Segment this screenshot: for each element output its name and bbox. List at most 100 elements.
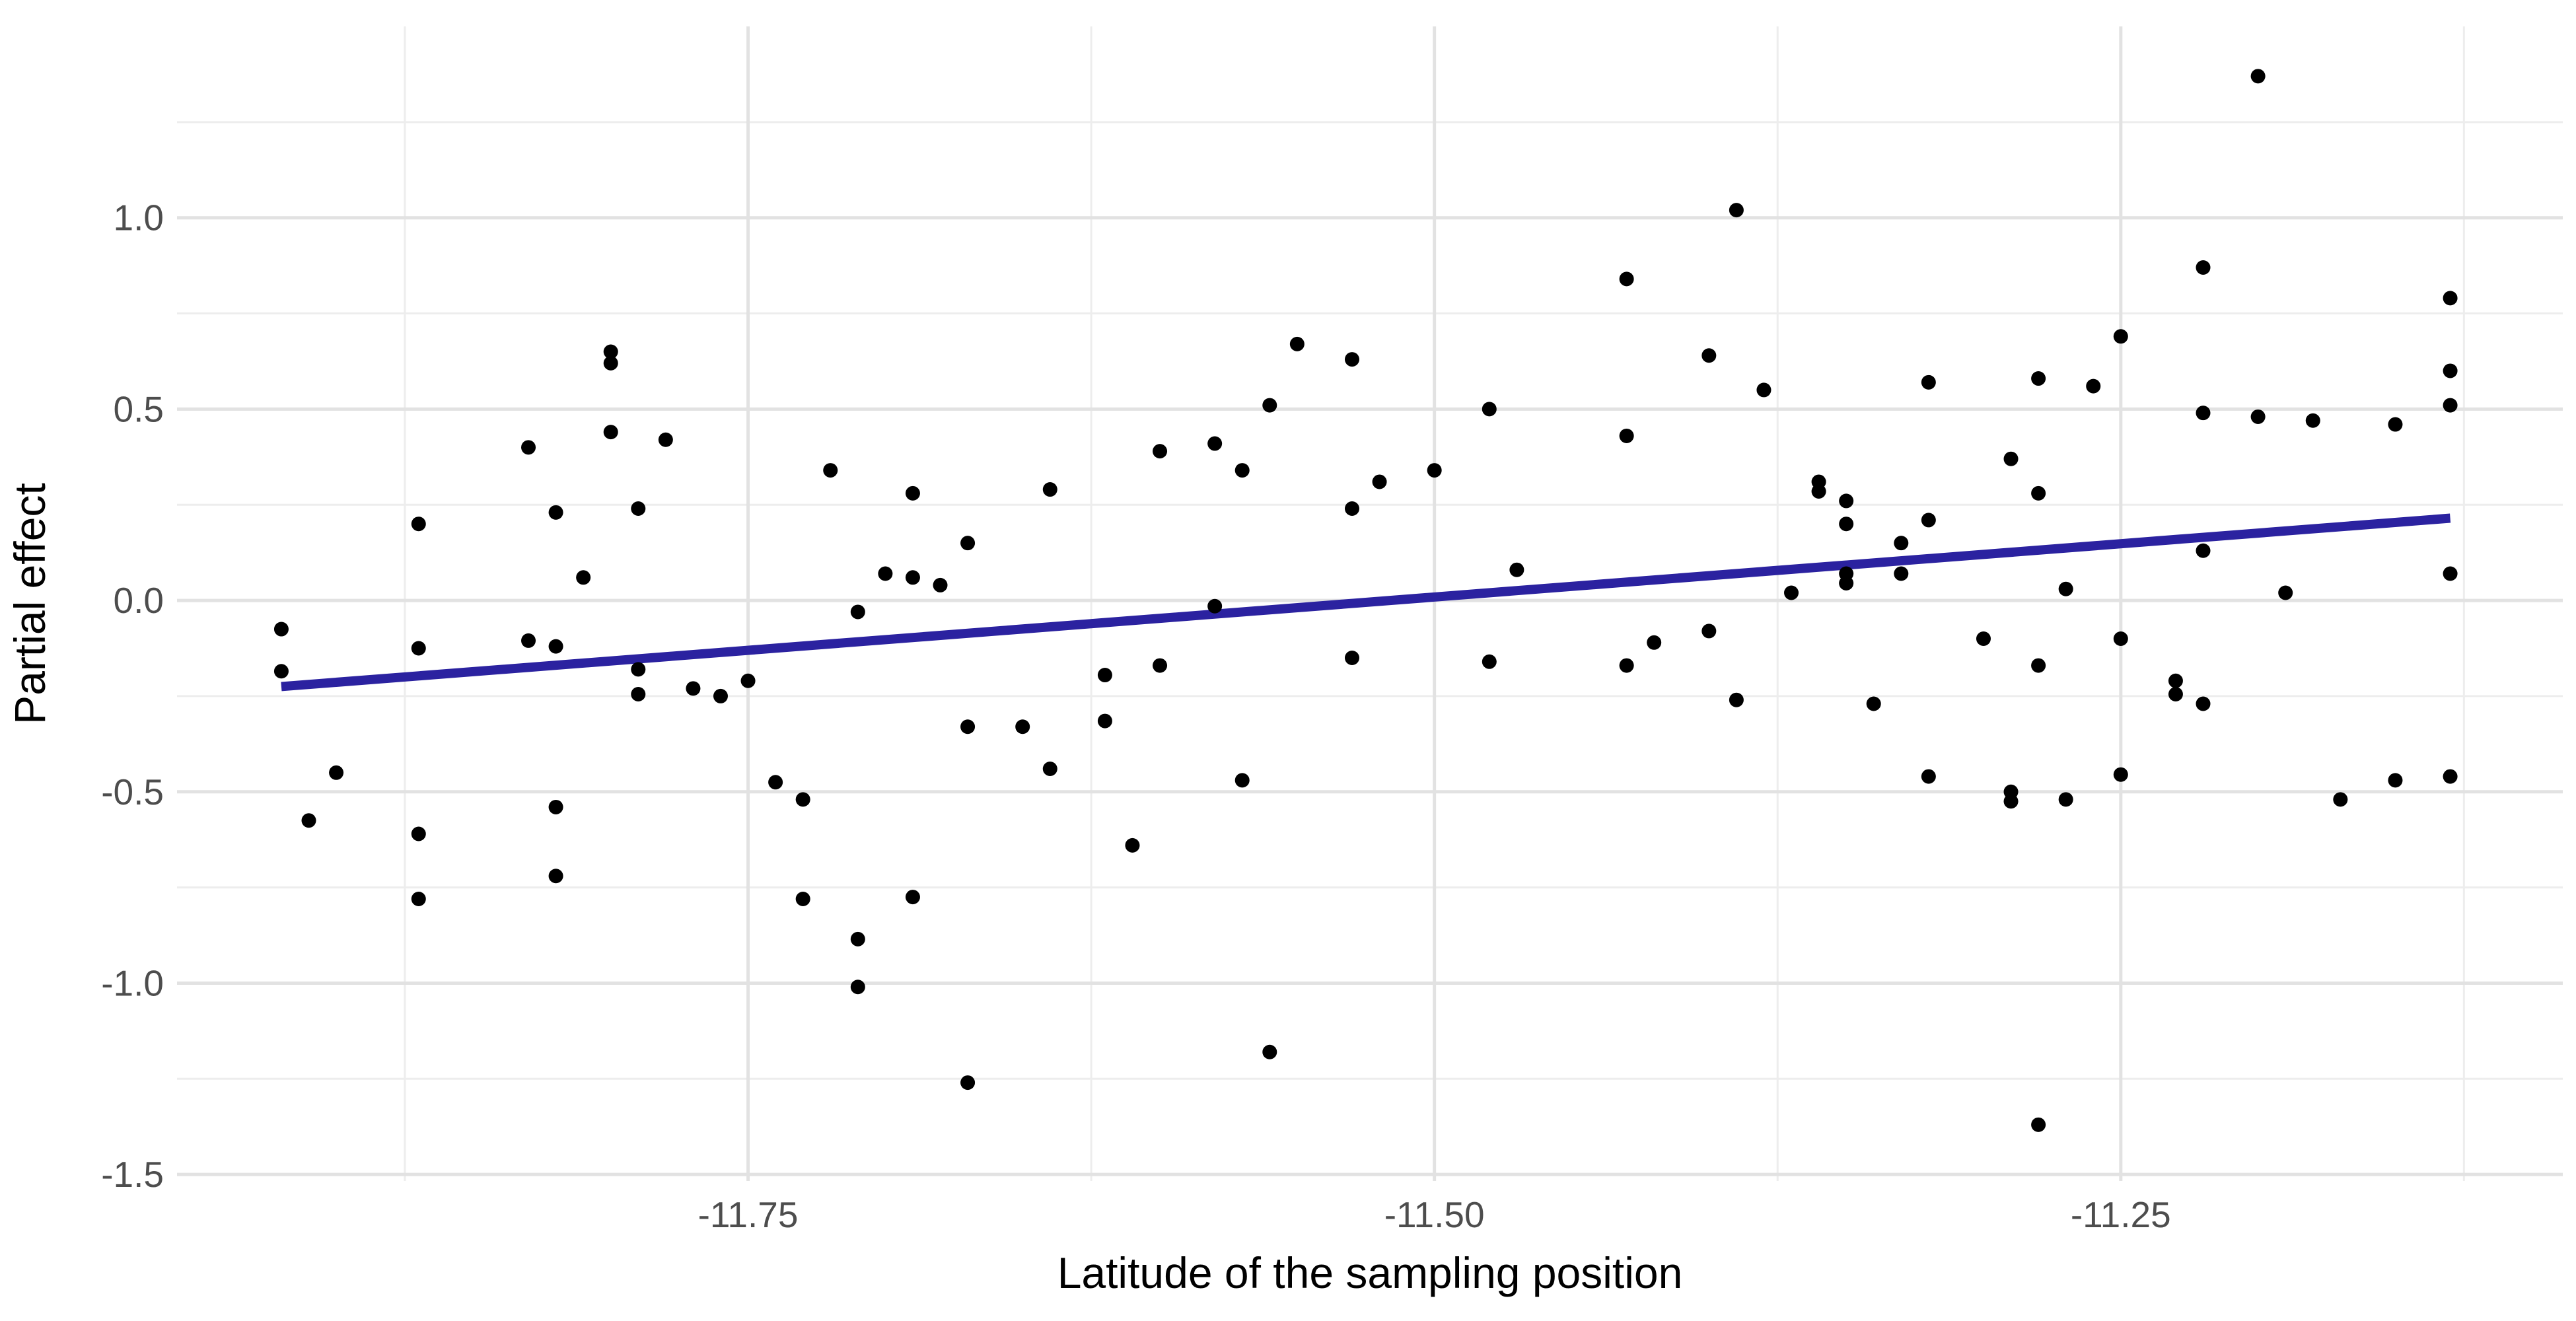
- data-point: [548, 799, 563, 814]
- data-point: [1729, 203, 1744, 218]
- data-point: [768, 775, 783, 790]
- data-point: [2058, 792, 2073, 807]
- data-point: [2113, 329, 2128, 344]
- data-point: [2003, 794, 2019, 809]
- data-point: [2333, 792, 2348, 807]
- data-point: [2250, 409, 2266, 424]
- data-point: [2443, 398, 2458, 413]
- data-point: [1729, 692, 1744, 707]
- data-point: [1125, 838, 1140, 853]
- data-point: [548, 869, 563, 884]
- data-point: [878, 566, 893, 581]
- data-point: [521, 633, 536, 648]
- data-point: [1784, 585, 1799, 600]
- data-point: [2086, 378, 2101, 394]
- data-point: [1344, 501, 1359, 517]
- data-point: [521, 440, 536, 455]
- data-point: [1262, 1044, 1277, 1059]
- data-point: [823, 463, 838, 478]
- x-tick-label: -11.75: [698, 1194, 799, 1235]
- data-point: [1619, 658, 1634, 673]
- data-point: [1153, 658, 1168, 673]
- data-point: [1976, 631, 1991, 647]
- data-point: [1619, 271, 1634, 287]
- data-point: [411, 891, 426, 906]
- y-tick-label: -1.0: [101, 962, 164, 1003]
- data-point: [850, 604, 865, 620]
- data-point: [1042, 762, 1057, 777]
- data-point: [1097, 713, 1112, 729]
- data-point: [2388, 773, 2403, 788]
- data-point: [2250, 69, 2266, 84]
- y-tick-label: 0.5: [114, 388, 164, 429]
- data-point: [905, 890, 920, 905]
- data-point: [1839, 493, 1854, 509]
- data-point: [2113, 767, 2128, 782]
- points-layer: [273, 69, 2458, 1132]
- data-point: [1207, 598, 1223, 614]
- data-point: [2443, 291, 2458, 306]
- data-point: [2031, 658, 2046, 673]
- data-point: [795, 792, 810, 807]
- data-point: [1427, 463, 1442, 478]
- data-point: [631, 687, 646, 702]
- data-point: [2196, 406, 2211, 421]
- data-point: [2196, 696, 2211, 711]
- data-point: [411, 641, 426, 656]
- data-point: [2443, 769, 2458, 784]
- data-point: [960, 536, 976, 551]
- data-point: [1839, 576, 1854, 591]
- data-point: [1344, 352, 1359, 367]
- data-point: [2196, 543, 2211, 558]
- data-point: [905, 485, 920, 501]
- data-point: [603, 425, 618, 440]
- trend-line-layer: [281, 513, 2451, 692]
- data-point: [273, 622, 289, 637]
- data-point: [1839, 517, 1854, 532]
- data-point: [2058, 581, 2073, 596]
- data-point: [1509, 562, 1524, 577]
- data-point: [740, 673, 756, 688]
- data-point: [2031, 485, 2046, 501]
- y-tick-label: 0.0: [114, 580, 164, 621]
- data-point: [631, 662, 646, 677]
- y-axis-tick-labels: 1.0 0.5 0.0 -0.5 -1.0 -1.5: [101, 197, 164, 1195]
- data-point: [713, 688, 728, 703]
- data-point: [273, 664, 289, 679]
- data-point: [1701, 624, 1717, 639]
- data-point: [1894, 566, 1909, 581]
- data-point: [1344, 650, 1359, 665]
- x-tick-label: -11.50: [1384, 1194, 1485, 1235]
- data-point: [960, 1075, 976, 1090]
- data-point: [1372, 474, 1387, 489]
- data-point: [1015, 719, 1030, 734]
- data-point: [1482, 654, 1497, 669]
- y-tick-label: -0.5: [101, 771, 164, 812]
- data-point: [2003, 451, 2019, 466]
- data-point: [686, 681, 701, 696]
- data-point: [2278, 585, 2293, 600]
- data-point: [1701, 348, 1717, 363]
- data-point: [960, 719, 976, 734]
- data-point: [933, 577, 948, 592]
- data-point: [1234, 463, 1250, 478]
- data-point: [1647, 635, 1662, 650]
- data-point: [1482, 402, 1497, 417]
- data-point: [2443, 363, 2458, 378]
- data-point: [1619, 428, 1634, 443]
- data-point: [576, 570, 591, 585]
- trend-line: [281, 513, 2451, 692]
- data-point: [2031, 1117, 2046, 1132]
- data-point: [1811, 483, 1826, 499]
- data-point: [548, 505, 563, 520]
- y-tick-label: 1.0: [114, 197, 164, 238]
- data-point: [2196, 260, 2211, 275]
- data-point: [1921, 375, 1936, 390]
- data-point: [1262, 398, 1277, 413]
- data-point: [1097, 668, 1112, 683]
- data-point: [2168, 687, 2183, 702]
- data-point: [1756, 382, 1771, 398]
- data-point: [1234, 773, 1250, 788]
